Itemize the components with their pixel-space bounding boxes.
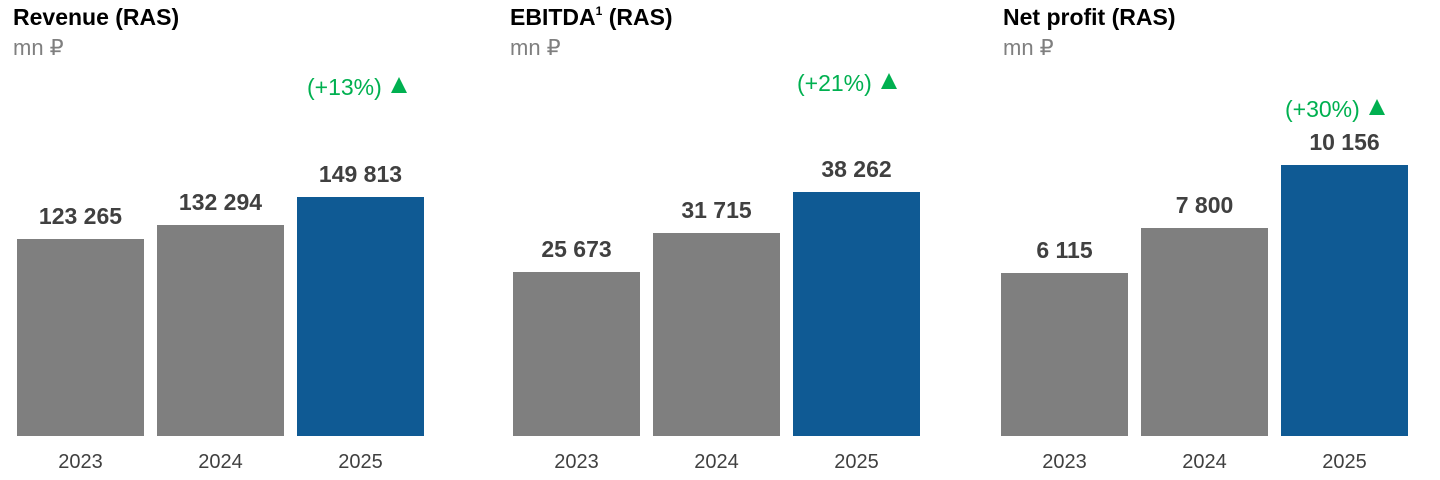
revenue-chart: Revenue (RAS) mn ₽ (+13%) 123 265 2023 132… [13, 0, 433, 480]
up-triangle-icon [1368, 99, 1385, 115]
net-profit-chart: Net profit (RAS) mn ₽ (+30%) 6 115 2023 7 … [1001, 0, 1423, 480]
bar-2025 [297, 197, 424, 436]
chart-unit: mn ₽ [13, 35, 64, 60]
value-label-2025: 149 813 [318, 161, 403, 187]
growth-label: (+13%) [307, 74, 382, 100]
value-label-2023: 6 115 [1036, 237, 1093, 263]
value-label-2024: 31 715 [681, 197, 752, 223]
year-label-2023: 2023 [554, 451, 599, 473]
year-label-2023: 2023 [58, 451, 103, 473]
bar-2025 [793, 192, 920, 436]
growth-indicator: (+13%) [307, 74, 407, 101]
value-label-2024: 7 800 [1175, 192, 1234, 218]
bar-2023 [17, 239, 144, 436]
bar-2023 [1001, 273, 1128, 436]
year-label-2023: 2023 [1042, 451, 1087, 473]
ebitda-chart: EBITDA1 (RAS) mn ₽ (+21%) 25 673 2023 31 7… [510, 0, 930, 480]
year-label-2025: 2025 [834, 451, 879, 473]
growth-label: (+30%) [1285, 96, 1360, 122]
value-label-2024: 132 294 [178, 189, 263, 215]
growth-label: (+21%) [797, 70, 872, 96]
value-label-2025: 10 156 [1309, 129, 1380, 155]
growth-indicator: (+30%) [1285, 96, 1385, 123]
chart-title: Revenue (RAS) [13, 4, 180, 30]
chart-title: EBITDA1 (RAS) [510, 4, 673, 30]
year-label-2024: 2024 [1182, 451, 1227, 473]
bar-2024 [1141, 228, 1268, 436]
up-triangle-icon [390, 77, 407, 93]
bar-2024 [653, 233, 780, 436]
year-label-2024: 2024 [198, 451, 243, 473]
footnote-marker: 1 [595, 4, 603, 18]
value-label-2023: 25 673 [541, 236, 612, 262]
bar-2023 [513, 272, 640, 436]
up-triangle-icon [880, 73, 897, 89]
value-label-2025: 38 262 [821, 156, 892, 182]
year-label-2024: 2024 [694, 451, 739, 473]
value-label-2023: 123 265 [38, 203, 123, 229]
bar-2025 [1281, 165, 1408, 436]
bar-2024 [157, 225, 284, 436]
year-label-2025: 2025 [1322, 451, 1367, 473]
growth-indicator: (+21%) [797, 70, 897, 97]
year-label-2025: 2025 [338, 451, 383, 473]
chart-unit: mn ₽ [1003, 35, 1054, 60]
chart-unit: mn ₽ [510, 35, 561, 60]
chart-title: Net profit (RAS) [1003, 4, 1176, 30]
